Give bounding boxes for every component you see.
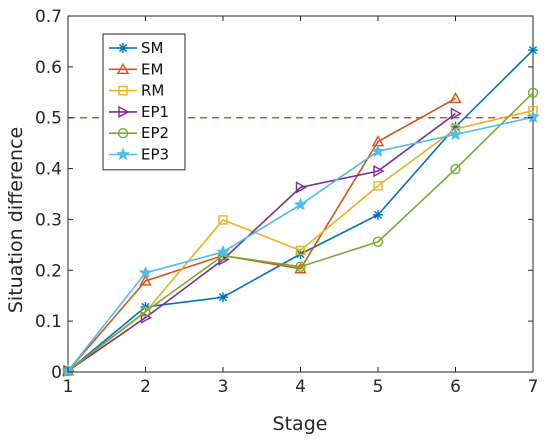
marker-stroke [118, 43, 128, 53]
x-tick-label: 5 [373, 377, 384, 397]
y-tick-label: 0.5 [35, 109, 62, 129]
legend-label: RM [141, 82, 164, 100]
x-tick-label: 2 [140, 377, 151, 397]
data-point [526, 110, 540, 123]
x-tick-label: 7 [528, 377, 539, 397]
y-tick-label: 0.3 [35, 210, 62, 230]
legend-label: EP1 [141, 103, 169, 121]
data-point [140, 306, 151, 317]
legend-label: SM [141, 39, 163, 57]
legend-label: EM [141, 60, 163, 78]
data-point [294, 262, 307, 274]
data-point [448, 127, 463, 141]
data-point [295, 261, 306, 272]
marker-stroke [528, 46, 538, 55]
data-point [449, 91, 462, 104]
x-tick-label: 1 [63, 377, 74, 397]
series-line-ep1 [67, 113, 456, 372]
data-point [450, 107, 462, 120]
legend-marker [118, 43, 128, 53]
legend-label: EP2 [141, 124, 169, 142]
y-tick-label: 0.4 [35, 160, 62, 180]
data-point [373, 164, 385, 178]
y-tick-label: 0.7 [35, 7, 62, 27]
y-tick-label: 0.2 [35, 261, 62, 281]
legend-item-sm: SM [109, 39, 163, 57]
marker-stroke [218, 293, 228, 302]
legend: SM EM RM EP1 EP2 EP3 [102, 33, 186, 171]
legend-item-rm: RM [109, 82, 164, 100]
x-tick-label: 4 [295, 377, 306, 397]
legend-item-ep3: EP3 [109, 146, 169, 164]
legend-item-ep2: EP2 [109, 124, 169, 142]
data-point [138, 265, 153, 279]
legend-box [102, 33, 186, 171]
y-tick-label: 0.6 [35, 58, 62, 78]
data-point [218, 215, 228, 225]
data-point [140, 311, 152, 324]
data-point [373, 181, 383, 191]
data-point [216, 244, 230, 258]
series-line-em [67, 97, 456, 372]
legend-marker [116, 147, 130, 161]
data-point [295, 245, 306, 256]
data-point [371, 144, 385, 158]
legend-item-em: EM [109, 60, 163, 78]
data-point [372, 236, 384, 248]
data-point [373, 209, 383, 220]
data-point [218, 292, 228, 303]
legend-marker [118, 105, 130, 119]
x-tick-label: 6 [450, 377, 461, 397]
data-point [293, 197, 308, 211]
data-point [139, 274, 152, 286]
legend-marker [116, 62, 130, 75]
legend-item-ep1: EP1 [109, 103, 169, 121]
legend-label: EP3 [141, 146, 169, 164]
data-point [218, 253, 230, 266]
y-axis-title: Situation difference [5, 127, 27, 313]
series-line-ep2 [67, 92, 534, 372]
x-axis-title: Stage [273, 413, 328, 435]
ticks-layer: 1 2 3 4 5 6 7 0 0.1 0.2 0.3 0.4 0.5 0.6 0.7 [35, 7, 538, 397]
data-point [295, 181, 307, 194]
legend-marker [118, 85, 128, 96]
data-point [528, 45, 538, 56]
x-tick-label: 3 [218, 377, 229, 397]
data-point [527, 87, 539, 98]
data-point [450, 163, 461, 175]
y-tick-label: 0 [51, 363, 62, 383]
legend-marker [117, 127, 129, 139]
y-tick-label: 0.1 [35, 312, 62, 332]
marker-stroke [373, 210, 383, 219]
